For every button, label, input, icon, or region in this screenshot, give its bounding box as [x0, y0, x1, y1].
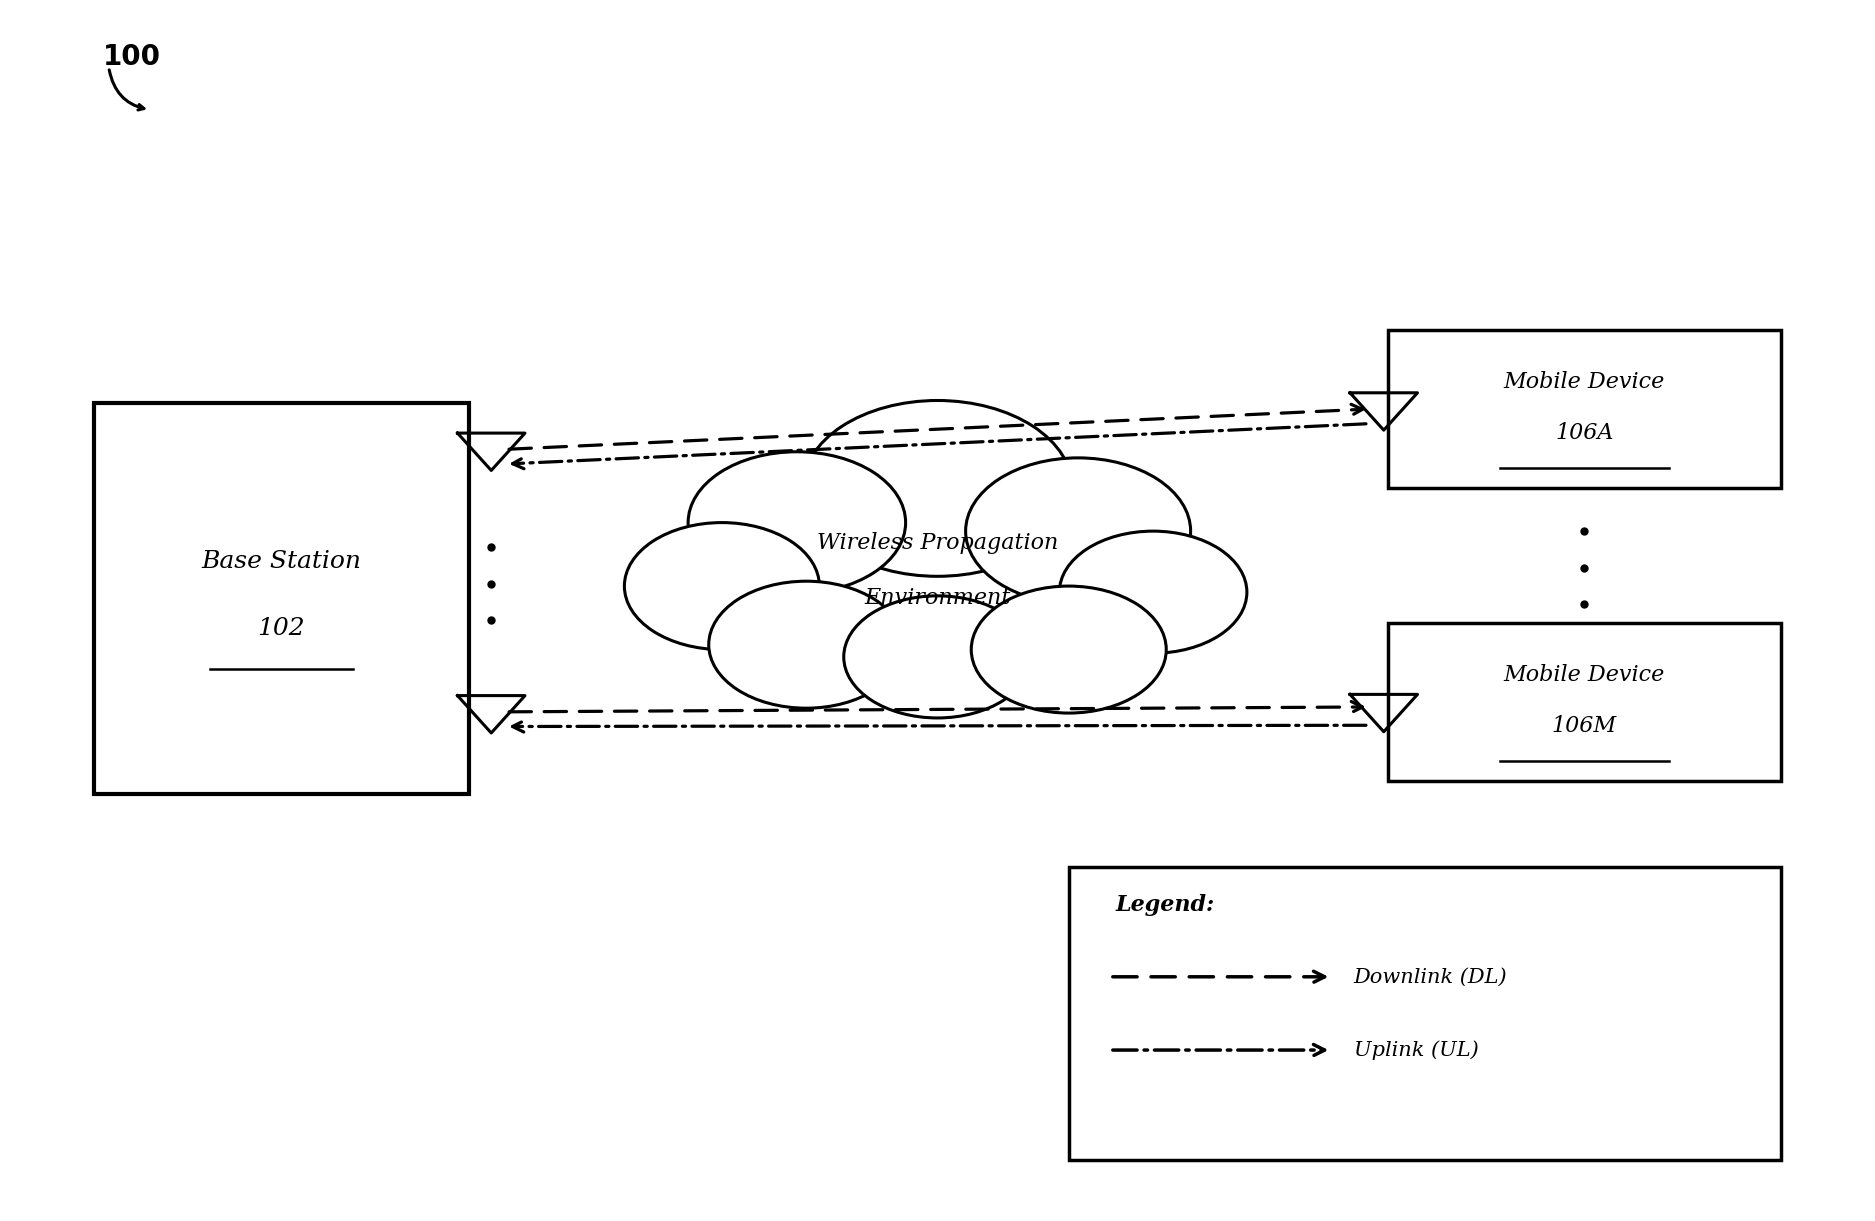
Text: Legend:: Legend: [1116, 894, 1215, 916]
FancyBboxPatch shape [1388, 623, 1781, 781]
Circle shape [709, 581, 904, 708]
Circle shape [802, 400, 1072, 576]
FancyBboxPatch shape [94, 403, 469, 794]
Circle shape [688, 452, 906, 593]
Text: 106A: 106A [1554, 422, 1614, 444]
FancyBboxPatch shape [1388, 330, 1781, 488]
FancyBboxPatch shape [1069, 867, 1781, 1160]
Text: Downlink (DL): Downlink (DL) [1354, 967, 1508, 987]
Text: Environment: Environment [864, 587, 1011, 609]
Circle shape [844, 596, 1031, 718]
Circle shape [624, 523, 819, 650]
Text: 102: 102 [257, 618, 306, 640]
Text: Uplink (UL): Uplink (UL) [1354, 1040, 1479, 1060]
Text: 100: 100 [103, 43, 161, 71]
Ellipse shape [656, 458, 1219, 678]
Text: Mobile Device: Mobile Device [1504, 371, 1665, 393]
Text: Mobile Device: Mobile Device [1504, 664, 1665, 686]
Circle shape [1059, 531, 1247, 653]
Circle shape [971, 586, 1166, 713]
Text: Base Station: Base Station [201, 551, 362, 573]
Text: Wireless Propagation: Wireless Propagation [818, 532, 1058, 554]
Text: 106M: 106M [1552, 716, 1616, 737]
Circle shape [966, 458, 1191, 604]
